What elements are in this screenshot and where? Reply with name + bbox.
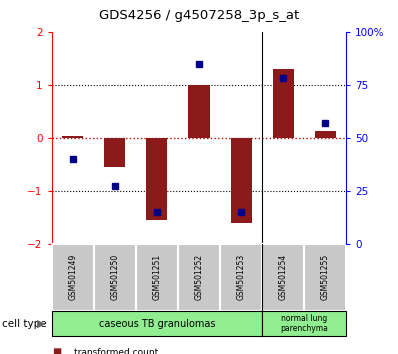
Text: caseous TB granulomas: caseous TB granulomas [99, 319, 215, 329]
Bar [230, 138, 252, 223]
Bar [136, 244, 178, 311]
Bar [273, 69, 294, 138]
Bar [62, 136, 83, 138]
Text: cell type: cell type [2, 319, 47, 329]
Bar [262, 311, 346, 336]
Text: ■: ■ [52, 347, 61, 354]
Bar [304, 244, 346, 311]
Text: GSM501250: GSM501250 [110, 254, 119, 300]
Bar [262, 244, 304, 311]
Bar [178, 244, 220, 311]
Text: GSM501249: GSM501249 [68, 254, 77, 300]
Bar [315, 131, 336, 138]
Text: GSM501254: GSM501254 [279, 254, 288, 300]
Bar [146, 138, 168, 220]
Text: GSM501255: GSM501255 [321, 254, 330, 300]
Bar [52, 311, 262, 336]
Bar [104, 138, 125, 167]
Bar [94, 244, 136, 311]
Bar [189, 85, 209, 138]
Text: transformed count: transformed count [74, 348, 158, 354]
Text: GSM501251: GSM501251 [152, 254, 162, 300]
Text: GSM501253: GSM501253 [236, 254, 246, 300]
Text: GDS4256 / g4507258_3p_s_at: GDS4256 / g4507258_3p_s_at [99, 9, 299, 22]
Text: GSM501252: GSM501252 [195, 254, 203, 300]
Bar [52, 244, 94, 311]
Text: normal lung
parenchyma: normal lung parenchyma [280, 314, 328, 333]
Bar [220, 244, 262, 311]
Text: ▶: ▶ [37, 319, 45, 329]
